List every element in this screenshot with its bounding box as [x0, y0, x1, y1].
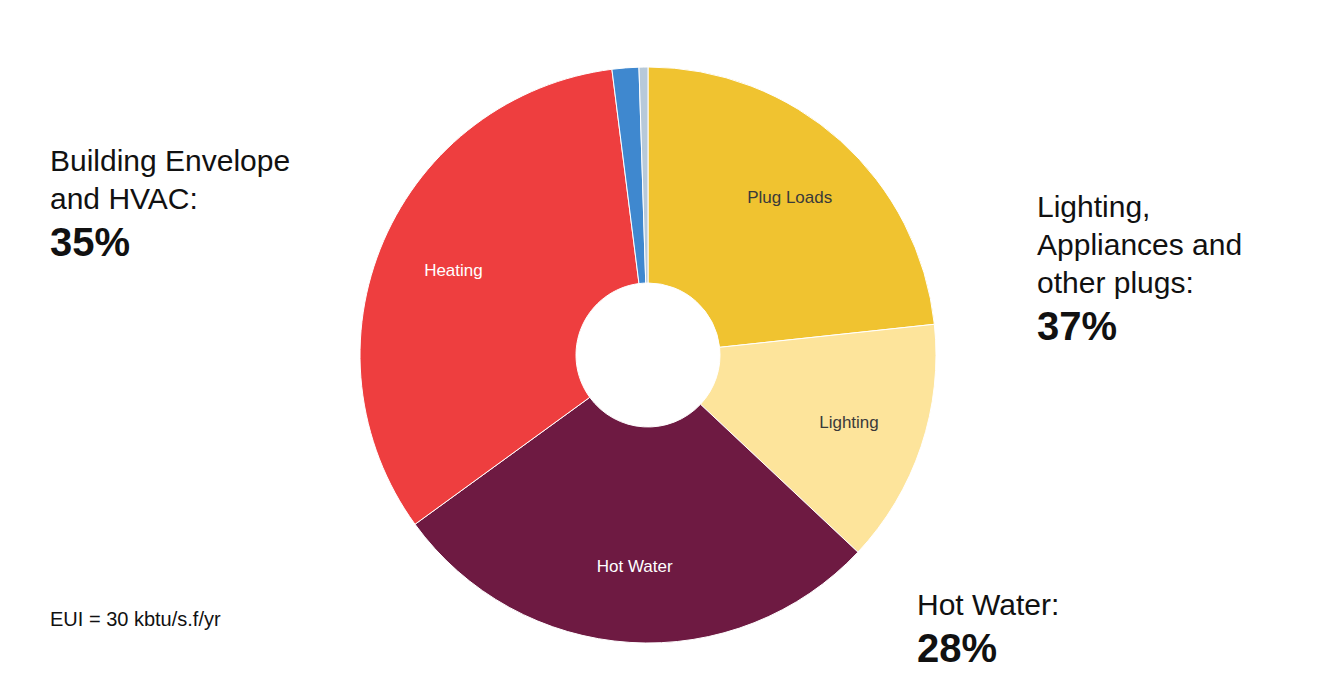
html-text:Hot Water:: Hot Water:: [917, 588, 1060, 621]
html-text:28%: 28%: [917, 626, 998, 670]
html-text:Building Envelope: Building Envelope: [50, 144, 291, 177]
html-text:Lighting,: Lighting,: [1037, 190, 1151, 223]
html-text:37%: 37%: [1037, 304, 1118, 348]
html-text:Appliances and: Appliances and: [1037, 228, 1243, 261]
html-text:35%: 35%: [50, 220, 131, 264]
html-text:EUI = 30 kbtu/s.f/yr: EUI = 30 kbtu/s.f/yr: [50, 608, 221, 630]
svg-text:Heating: Heating: [424, 261, 483, 280]
svg-text:Hot Water: Hot Water: [597, 557, 673, 576]
html-text:and HVAC:: and HVAC:: [50, 182, 198, 215]
html-text:other plugs:: other plugs:: [1037, 266, 1194, 299]
svg-text:Lighting: Lighting: [819, 413, 879, 432]
svg-text:Plug Loads: Plug Loads: [747, 188, 832, 207]
